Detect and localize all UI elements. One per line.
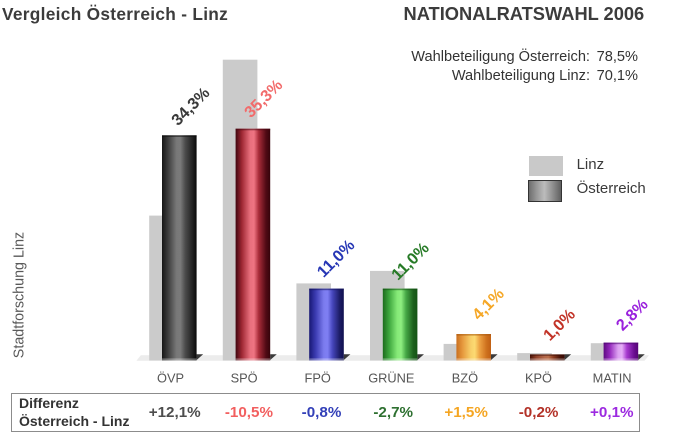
svg-text:KPÖ: KPÖ — [525, 370, 552, 385]
svg-text:GRÜNE: GRÜNE — [368, 370, 414, 385]
svg-text:SPÖ: SPÖ — [231, 370, 258, 385]
svg-text:34,3%: 34,3% — [168, 84, 214, 130]
svg-text:1,0%: 1,0% — [540, 305, 579, 344]
svg-text:ÖVP: ÖVP — [157, 370, 184, 385]
svg-text:BZÖ: BZÖ — [452, 370, 478, 385]
svg-text:FPÖ: FPÖ — [305, 370, 331, 385]
svg-text:2,8%: 2,8% — [613, 295, 652, 334]
svg-text:MATIN: MATIN — [593, 370, 632, 385]
svg-text:11,0%: 11,0% — [314, 236, 359, 281]
svg-text:4,1%: 4,1% — [469, 284, 508, 323]
svg-text:11,0%: 11,0% — [388, 239, 433, 284]
